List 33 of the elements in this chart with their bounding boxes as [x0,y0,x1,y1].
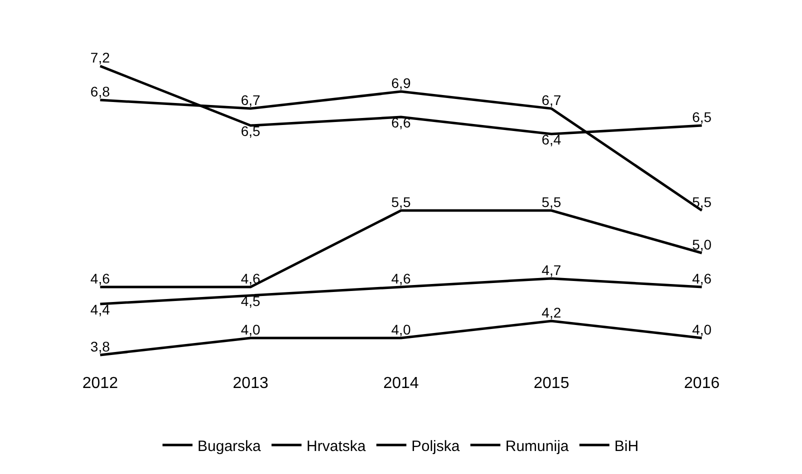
data-label: 4,6 [692,270,712,286]
data-label: 6,5 [240,123,261,140]
legend-label: BiH [614,438,639,455]
data-label: 5,5 [542,194,562,210]
x-tick-label: 2016 [684,375,720,392]
data-label: 4,7 [542,262,562,278]
data-label: 6,8 [90,84,110,100]
data-label: 6,5 [692,109,712,126]
data-label: 3,8 [90,338,110,354]
data-label: 4,6 [90,270,110,286]
data-label: 4,6 [391,270,411,286]
x-tick-label: 2015 [534,375,570,392]
data-label: 4,6 [240,270,261,286]
data-label: 6,4 [542,132,562,148]
x-tick-label: 2012 [82,375,118,392]
data-label: 4,0 [692,321,712,338]
data-label: 6,9 [391,75,411,92]
legend-label: Poljska [411,438,460,455]
legend-label: Bugarska [198,438,262,455]
data-label: 4,2 [542,304,562,320]
data-label: 5,0 [692,236,712,252]
data-label: 5,5 [391,194,411,210]
legend-label: Hrvatska [306,438,366,455]
data-label: 7,2 [90,50,110,66]
data-label: 4,0 [391,321,411,338]
data-label: 4,0 [240,321,261,338]
x-tick-label: 2013 [232,375,268,392]
data-label: 4,5 [240,292,261,309]
data-label: 4,4 [90,301,110,318]
data-label: 6,7 [542,92,562,108]
data-label: 6,7 [240,92,261,108]
legend-label: Rumunija [505,438,570,455]
x-tick-label: 2014 [383,375,419,392]
